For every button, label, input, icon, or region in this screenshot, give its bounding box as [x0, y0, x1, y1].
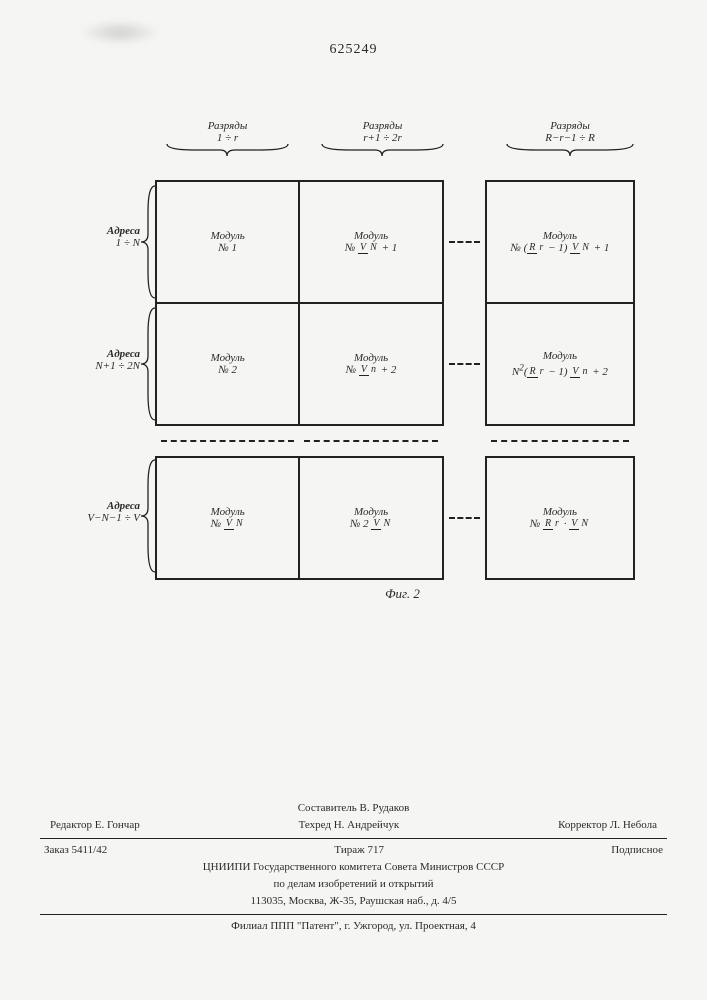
footer-addr: 113035, Москва, Ж-35, Раушская наб., д. … [40, 893, 667, 910]
cell-r2c3-num: N2(Rr − 1) Vn + 2 [512, 366, 608, 378]
cell-r1c3-title: Модуль [543, 230, 577, 242]
cells-table: Модуль№ 1 Модуль№ VN + 1 Модуль№ (Rr − 1… [155, 180, 635, 580]
schema-diagram: Разряды 1 ÷ r Разряды r+1 ÷ 2r Разряды R… [60, 120, 650, 602]
cell-r3c3-title: Модуль [543, 506, 577, 518]
col-header-3-range: R−r−1 ÷ R [505, 132, 635, 144]
col-header-2-title: Разряды [320, 120, 445, 132]
cell-r3c1: Модуль№ VN [156, 457, 299, 579]
cell-r2c1-num: № 2 [218, 364, 237, 376]
cell-r1c3: Модуль№ (Rr − 1) VN + 1 [486, 181, 634, 303]
table-row-2: Модуль№ 2 Модуль№ Vn + 2 МодульN2(Rr − 1… [156, 303, 634, 425]
col-header-1-range: 1 ÷ r [165, 132, 290, 144]
row-header-2-title: Адреса [107, 348, 140, 360]
row-header-1-title: Адреса [107, 225, 140, 237]
module-grid: Адреса 1 ÷ N Адреса N+1 ÷ 2N Адреса V−N−… [155, 180, 635, 580]
cell-r3c3: Модуль№ Rr · VN [486, 457, 634, 579]
footer-editor: Редактор Е. Гончар [50, 817, 140, 834]
cell-r2c2-num: № Vn + 2 [346, 364, 397, 376]
footer-rule-2 [40, 913, 667, 915]
col-header-2-range: r+1 ÷ 2r [320, 132, 445, 144]
col-gap-2 [443, 303, 486, 425]
cell-r1c1-title: Модуль [211, 230, 245, 242]
footer-rule-1 [40, 837, 667, 839]
footer-org2: по делам изобретений и открытий [40, 876, 667, 893]
col-brace-3 [505, 144, 635, 156]
row-header-3: Адреса V−N−1 ÷ V [55, 500, 140, 524]
cell-r1c1: Модуль№ 1 [156, 181, 299, 303]
cell-r2c1: Модуль№ 2 [156, 303, 299, 425]
cell-r1c2-title: Модуль [354, 230, 388, 242]
cell-r1c2: Модуль№ VN + 1 [299, 181, 442, 303]
col-brace-2 [320, 144, 445, 156]
cell-r3c1-title: Модуль [211, 506, 245, 518]
footer-org1: ЦНИИПИ Государственного комитета Совета … [40, 859, 667, 876]
footer-tirage: Тираж 717 [334, 842, 384, 859]
cell-r3c3-num: № Rr · VN [530, 518, 590, 530]
row-brace-2 [141, 306, 155, 422]
footer-block: Составитель В. Рудаков Редактор Е. Гонча… [40, 800, 667, 935]
col-header-1-title: Разряды [165, 120, 290, 132]
row-brace-3 [141, 458, 155, 574]
row-header-3-range: V−N−1 ÷ V [87, 512, 140, 524]
table-row-1: Модуль№ 1 Модуль№ VN + 1 Модуль№ (Rr − 1… [156, 181, 634, 303]
row-gap-c2 [299, 425, 442, 457]
row-header-3-title: Адреса [107, 500, 140, 512]
row-header-2-range: N+1 ÷ 2N [95, 360, 140, 372]
col-gap-3 [443, 457, 486, 579]
row-header-2: Адреса N+1 ÷ 2N [55, 348, 140, 372]
footer-composer: Составитель В. Рудаков [40, 800, 667, 817]
col-header-1: Разряды 1 ÷ r [165, 120, 290, 156]
footer-order: Заказ 5411/42 [44, 842, 107, 859]
cell-r2c1-title: Модуль [211, 352, 245, 364]
row-gap-c3 [443, 425, 486, 457]
col-header-2: Разряды r+1 ÷ 2r [320, 120, 445, 156]
row-gap-c1 [156, 425, 299, 457]
table-row-3: Модуль№ VN Модуль№ 2 VN Модуль№ Rr · VN [156, 457, 634, 579]
document-number: 625249 [330, 42, 378, 58]
cell-r2c2-title: Модуль [354, 352, 388, 364]
cell-r1c2-num: № VN + 1 [345, 242, 397, 254]
scan-artifact [80, 20, 160, 45]
cell-r2c3: Модуль N2(Rr − 1) Vn + 2 [486, 303, 634, 425]
footer-techred: Техред Н. Андрейчук [299, 817, 400, 834]
row-header-1-range: 1 ÷ N [116, 237, 140, 249]
row-gap [156, 425, 634, 457]
footer-corrector: Корректор Л. Небола [558, 817, 657, 834]
cell-r1c1-num: № 1 [218, 242, 237, 254]
col-gap-1 [443, 181, 486, 303]
col-header-3-title: Разряды [505, 120, 635, 132]
cell-r3c1-num: № VN [211, 518, 245, 530]
cell-r2c2: Модуль№ Vn + 2 [299, 303, 442, 425]
cell-r3c2-title: Модуль [354, 506, 388, 518]
footer-subscription: Подписное [611, 842, 663, 859]
column-headers-row: Разряды 1 ÷ r Разряды r+1 ÷ 2r Разряды R… [60, 120, 650, 180]
col-header-3: Разряды R−r−1 ÷ R [505, 120, 635, 156]
cell-r1c3-num: № (Rr − 1) VN + 1 [510, 242, 609, 254]
row-header-1: Адреса 1 ÷ N [55, 225, 140, 249]
cell-r3c2-num: № 2 VN [350, 518, 392, 530]
cell-r2c3-title: Модуль [543, 350, 577, 362]
row-brace-1 [141, 184, 155, 300]
figure-label: Фиг. 2 [155, 586, 650, 602]
cell-r3c2: Модуль№ 2 VN [299, 457, 442, 579]
footer-branch: Филиал ППП "Патент", г. Ужгород, ул. Про… [40, 918, 667, 935]
col-brace-1 [165, 144, 290, 156]
row-gap-c4 [486, 425, 634, 457]
